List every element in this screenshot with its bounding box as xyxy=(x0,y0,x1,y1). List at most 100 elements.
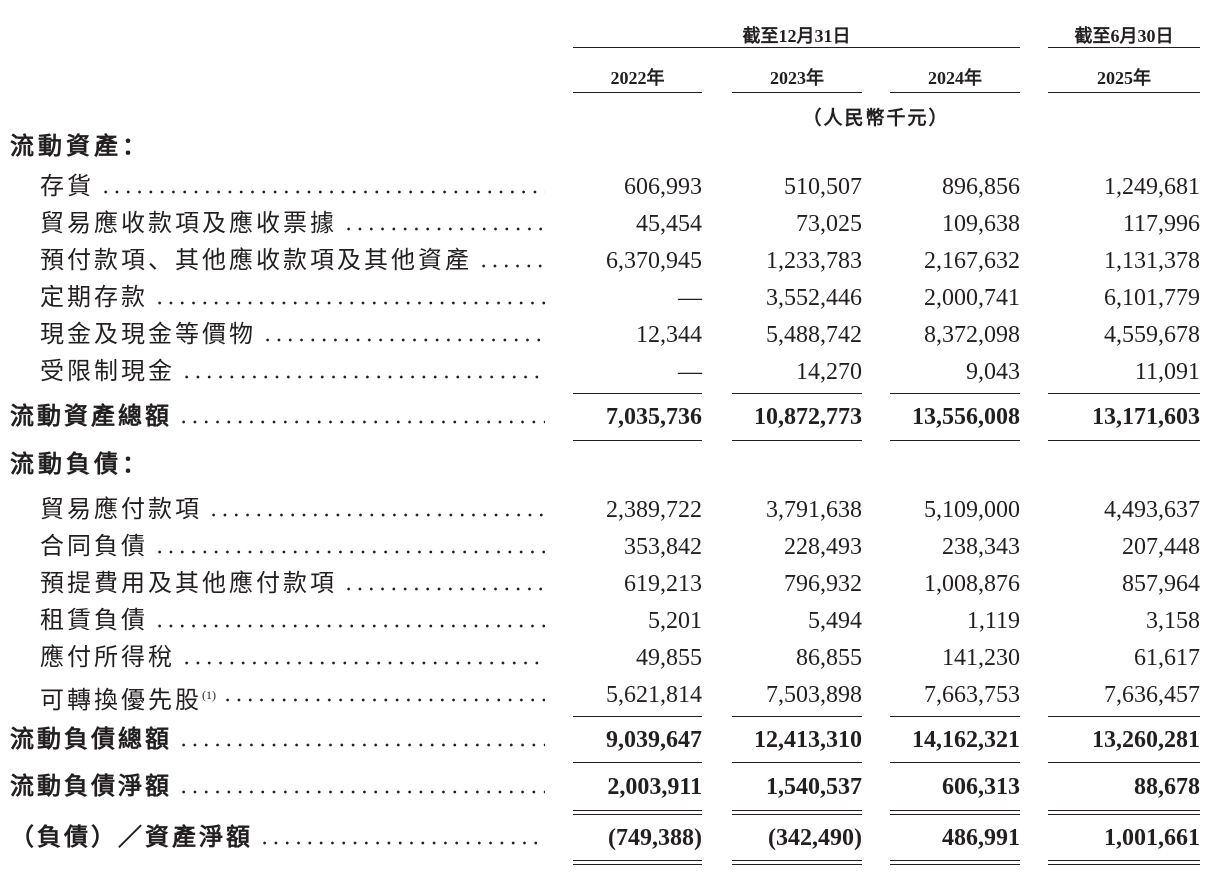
year-header: 2024年 xyxy=(928,68,982,88)
value-cell: 12,413,310 xyxy=(754,727,862,753)
rule xyxy=(732,860,862,861)
value-cell: (749,388) xyxy=(608,825,702,851)
row-label: 貿易應付款項 xyxy=(40,495,545,525)
period-group-header: 截至6月30日 xyxy=(1074,26,1174,46)
rule xyxy=(890,716,1020,717)
rule xyxy=(573,814,702,815)
value-cell: 7,503,898 xyxy=(766,682,862,708)
value-cell: 49,855 xyxy=(636,645,702,671)
rule xyxy=(732,92,862,93)
label-text: 流動資產總額 xyxy=(10,404,172,430)
value-cell: 857,964 xyxy=(1122,571,1200,597)
value-cell: 2,003,911 xyxy=(607,774,702,800)
value-cell: 10,872,773 xyxy=(754,404,862,430)
rule xyxy=(573,864,702,865)
rule xyxy=(890,864,1020,865)
value-cell: 606,993 xyxy=(624,174,702,200)
section-title: 流動負債： xyxy=(10,452,150,478)
row-label: 預提費用及其他應付款項 xyxy=(40,569,545,599)
value-cell: 14,270 xyxy=(796,359,862,385)
leader xyxy=(178,789,545,795)
row-label: 合同負債 xyxy=(40,532,545,562)
rule xyxy=(1048,393,1200,394)
leader xyxy=(154,549,545,555)
rule xyxy=(732,814,862,815)
rule xyxy=(573,860,702,861)
value-cell: 1,008,876 xyxy=(924,571,1020,597)
leader xyxy=(154,623,545,629)
value-cell: 73,025 xyxy=(796,211,862,237)
row-label: 預付款項、其他應收款項及其他資產 xyxy=(40,246,545,276)
value-cell: 3,552,446 xyxy=(766,285,862,311)
row-label: 貿易應收款項及應收票據 xyxy=(40,209,545,239)
value-cell: 9,043 xyxy=(966,359,1020,385)
year-header: 2022年 xyxy=(610,68,665,88)
rule xyxy=(890,393,1020,394)
label-text: 可轉換優先股(1) xyxy=(40,688,216,714)
rule xyxy=(1048,860,1200,861)
value-cell: 353,842 xyxy=(624,534,702,560)
value-cell: 6,101,779 xyxy=(1104,285,1200,311)
rule xyxy=(1048,92,1200,93)
row-label: 可轉換優先股(1) xyxy=(40,680,545,714)
year-header: 2023年 xyxy=(770,68,824,88)
value-cell: 207,448 xyxy=(1122,534,1200,560)
value-cell: 5,201 xyxy=(648,608,702,634)
value-cell: 4,559,678 xyxy=(1104,322,1200,348)
value-cell: 13,260,281 xyxy=(1092,727,1200,753)
value-cell: 6,370,945 xyxy=(606,248,702,274)
value-cell: 896,856 xyxy=(942,174,1020,200)
rule xyxy=(890,762,1020,763)
leader xyxy=(154,300,545,306)
value-cell: 5,488,742 xyxy=(766,322,862,348)
section-title: 流動資產： xyxy=(10,134,150,160)
label-text: 租賃負債 xyxy=(40,608,148,634)
value-cell: 4,493,637 xyxy=(1104,497,1200,523)
value-cell: 510,507 xyxy=(784,174,862,200)
value-cell: 606,313 xyxy=(942,774,1020,800)
leader xyxy=(181,374,545,380)
rule xyxy=(573,393,702,394)
value-cell: 619,213 xyxy=(624,571,702,597)
rule xyxy=(573,92,702,93)
value-cell: 13,556,008 xyxy=(912,404,1020,430)
value-cell: 45,454 xyxy=(636,211,702,237)
rule xyxy=(890,92,1020,93)
label-text: 存貨 xyxy=(40,174,94,200)
rule xyxy=(732,864,862,865)
value-cell: 796,932 xyxy=(784,571,862,597)
value-cell: 5,494 xyxy=(808,608,862,634)
rule xyxy=(732,716,862,717)
value-cell: 117,996 xyxy=(1122,211,1200,237)
row-label: 租賃負債 xyxy=(40,606,545,636)
value-cell: 12,344 xyxy=(636,322,702,348)
rule xyxy=(890,814,1020,815)
value-cell: 61,617 xyxy=(1134,645,1200,671)
leader xyxy=(208,512,545,518)
leader xyxy=(343,226,545,232)
row-label: 流動資產總額 xyxy=(10,402,545,432)
row-label: 應付所得稅 xyxy=(40,643,545,673)
value-cell: 7,636,457 xyxy=(1104,682,1200,708)
value-cell: 9,039,647 xyxy=(606,727,702,753)
label-text: 合同負債 xyxy=(40,534,148,560)
leader xyxy=(343,586,545,592)
value-cell: 7,035,736 xyxy=(606,404,702,430)
value-cell: 14,162,321 xyxy=(912,727,1020,753)
period-group-header: 截至12月31日 xyxy=(742,26,851,46)
value-cell: 2,389,722 xyxy=(606,497,702,523)
label-text: 預提費用及其他應付款項 xyxy=(40,571,337,597)
rule xyxy=(732,393,862,394)
row-label: 流動負債淨額 xyxy=(10,772,545,802)
row-label: 現金及現金等價物 xyxy=(40,320,545,350)
value-cell: 109,638 xyxy=(942,211,1020,237)
row-label: 流動負債總額 xyxy=(10,725,545,755)
rule xyxy=(573,762,702,763)
value-cell: 5,109,000 xyxy=(924,497,1020,523)
label-text: 流動負債淨額 xyxy=(10,774,172,800)
leader xyxy=(178,419,545,425)
value-cell: 3,158 xyxy=(1146,608,1200,634)
rule xyxy=(573,716,702,717)
row-label: 存貨 xyxy=(40,172,545,202)
